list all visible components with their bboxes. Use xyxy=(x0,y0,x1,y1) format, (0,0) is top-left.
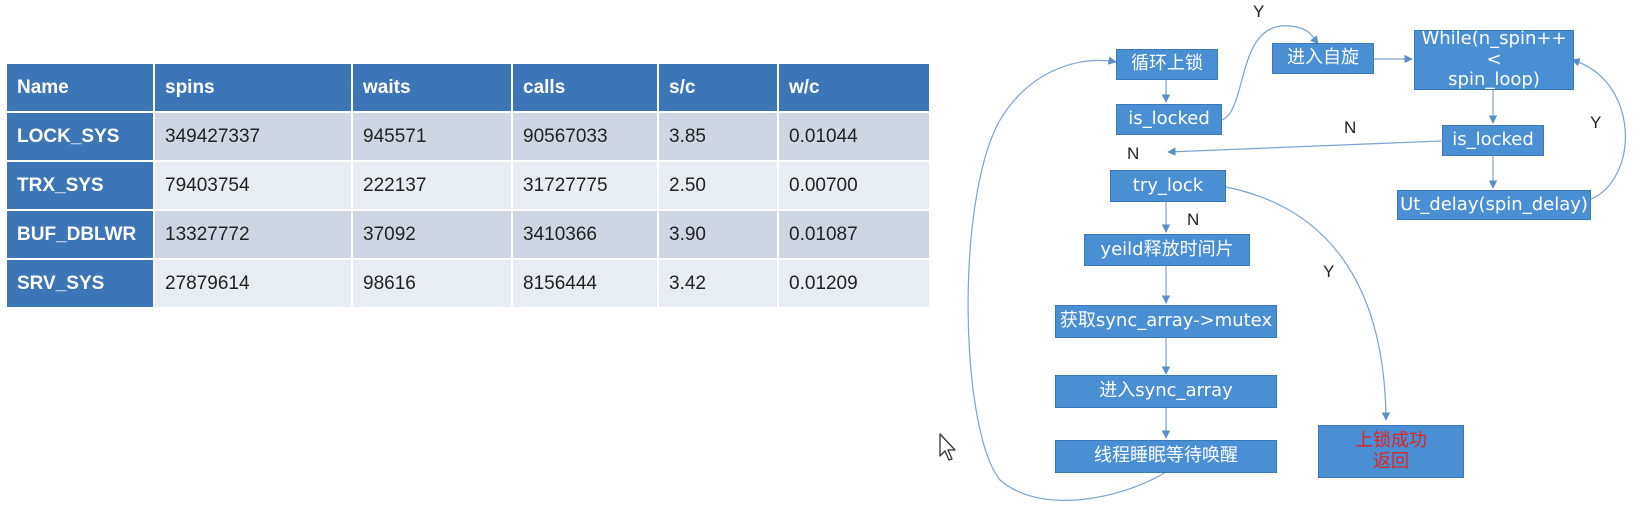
table-cell: 0.01044 xyxy=(779,113,929,160)
table-cell-name: LOCK_SYS xyxy=(7,113,153,160)
col-header-spins: spins xyxy=(155,64,351,111)
table-row: BUF_DBLWR 13327772 37092 3410366 3.90 0.… xyxy=(7,211,929,258)
col-header-s-per-c: s/c xyxy=(659,64,777,111)
node-ut-delay: Ut_delay(spin_delay) xyxy=(1397,190,1591,220)
node-is-locked: is_locked xyxy=(1116,104,1222,135)
node-try-lock: try_lock xyxy=(1110,170,1226,202)
table-cell: 0.00700 xyxy=(779,162,929,209)
node-thread-sleep: 线程睡眠等待唤醒 xyxy=(1055,440,1277,473)
node-lock-success: 上锁成功 返回 xyxy=(1318,425,1464,478)
node-while-spin: While(n_spin++< spin_loop) xyxy=(1414,28,1574,90)
col-header-waits: waits xyxy=(353,64,511,111)
table-cell: 8156444 xyxy=(513,260,657,307)
edge-label-n-right: N xyxy=(1344,118,1357,137)
table-cell: 27879614 xyxy=(155,260,351,307)
table-cell-name: SRV_SYS xyxy=(7,260,153,307)
table-row: SRV_SYS 27879614 98616 8156444 3.42 0.01… xyxy=(7,260,929,307)
edge-is-locked-2-to-try xyxy=(1167,140,1442,156)
node-get-mutex: 获取sync_array->mutex xyxy=(1055,305,1277,338)
node-enter-spin: 进入自旋 xyxy=(1272,43,1374,74)
table-cell-name: TRX_SYS xyxy=(7,162,153,209)
table-cell: 222137 xyxy=(353,162,511,209)
node-loop-lock: 循环上锁 xyxy=(1116,49,1218,80)
edge-label-y-right: Y xyxy=(1590,113,1602,132)
edge-sleep-to-loop xyxy=(967,56,1167,501)
edge-try-to-success xyxy=(1225,186,1391,421)
table-cell: 0.01209 xyxy=(779,260,929,307)
table-cell-name: BUF_DBLWR xyxy=(7,211,153,258)
table-header-row: Name spins waits calls s/c w/c xyxy=(7,64,929,111)
edge-delay-to-while xyxy=(1571,58,1626,201)
node-enter-sync-array: 进入sync_array xyxy=(1055,375,1277,408)
table-cell: 79403754 xyxy=(155,162,351,209)
col-header-w-per-c: w/c xyxy=(779,64,929,111)
table-cell: 2.50 xyxy=(659,162,777,209)
table-cell: 31727775 xyxy=(513,162,657,209)
table-cell: 0.01087 xyxy=(779,211,929,258)
table-cell: 3.85 xyxy=(659,113,777,160)
table-cell: 3410366 xyxy=(513,211,657,258)
table-cell: 13327772 xyxy=(155,211,351,258)
col-header-name: Name xyxy=(7,64,153,111)
stats-table: Name spins waits calls s/c w/c LOCK_SYS … xyxy=(5,62,931,309)
table-cell: 90567033 xyxy=(513,113,657,160)
table-cell: 945571 xyxy=(353,113,511,160)
table-cell: 37092 xyxy=(353,211,511,258)
col-header-calls: calls xyxy=(513,64,657,111)
edge-is-locked-to-spin xyxy=(1221,25,1319,121)
table-cell: 3.42 xyxy=(659,260,777,307)
table-row: TRX_SYS 79403754 222137 31727775 2.50 0.… xyxy=(7,162,929,209)
node-yield: yeild释放时间片 xyxy=(1084,234,1250,266)
node-is-locked-2: is_locked xyxy=(1442,125,1544,156)
edge-label-y-top: Y xyxy=(1253,2,1265,21)
edge-label-y-try-lock: Y xyxy=(1323,262,1335,281)
table-cell: 98616 xyxy=(353,260,511,307)
edge-label-n-left: N xyxy=(1127,144,1140,163)
edge-label-n-try-lock: N xyxy=(1187,210,1200,229)
table-cell: 3.90 xyxy=(659,211,777,258)
table-row: LOCK_SYS 349427337 945571 90567033 3.85 … xyxy=(7,113,929,160)
table-cell: 349427337 xyxy=(155,113,351,160)
mouse-cursor-icon xyxy=(939,433,956,461)
